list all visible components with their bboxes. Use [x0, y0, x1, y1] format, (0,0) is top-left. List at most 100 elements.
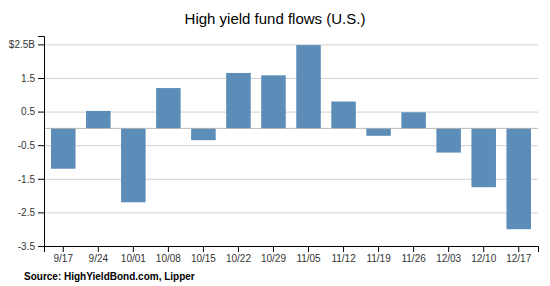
grid: [44, 45, 538, 247]
y-axis-line: [38, 37, 45, 247]
x-tick-label: 10/15: [191, 253, 216, 264]
grid-line: [44, 78, 538, 79]
x-tick-mark: [63, 246, 64, 252]
title: High yield fund flows (U.S.): [185, 10, 366, 27]
source-note: Source: HighYieldBond.com, Lipper: [24, 271, 195, 282]
y-tick-mark: [38, 78, 44, 79]
x-tick-label: 10/01: [121, 253, 146, 264]
x-tick: 11/05: [296, 246, 321, 264]
x-tick: 11/12: [331, 246, 356, 264]
chart-svg: -3.5 -2.5 -1.5 -0.5 0.5 1.5 $2.5B 9/17 9/24 10/01…: [0, 0, 550, 286]
grid-line: [44, 112, 538, 113]
x-tick-mark: [98, 246, 99, 252]
x-tick: 10/08: [156, 246, 181, 264]
x-axis-line: [45, 247, 539, 253]
grid-tick: [44, 78, 538, 79]
bar: [471, 128, 496, 187]
x-tick-label: 11/26: [401, 253, 426, 264]
y-tick-label: $2.5B: [9, 39, 35, 50]
x-tick-label: 12/03: [436, 253, 461, 264]
x-tick: 11/19: [366, 246, 391, 264]
bar: [366, 128, 391, 135]
y-tick-label: 1.5: [21, 73, 35, 84]
y-tick: -0.5: [18, 140, 44, 151]
x-tick: 9/24: [89, 246, 109, 264]
x-tick: 12/10: [471, 246, 496, 264]
plot-area: -3.5 -2.5 -1.5 -0.5 0.5 1.5 $2.5B 9/17 9/24 10/01…: [9, 37, 539, 265]
bar: [296, 45, 321, 128]
y-tick-mark: [38, 44, 44, 45]
y-tick-label: -1.5: [18, 174, 36, 185]
grid-line: [44, 212, 538, 213]
x-tick: 12/03: [436, 246, 461, 264]
y-tick: $2.5B: [9, 39, 44, 50]
x-tick-label: 11/12: [331, 253, 356, 264]
x-tick-mark: [308, 246, 309, 252]
y-tick-label: -3.5: [18, 241, 36, 252]
y-tick-mark: [38, 246, 44, 247]
x-tick-label: 11/05: [296, 253, 321, 264]
y-tick-label: 0.5: [21, 106, 35, 117]
x-tick-mark: [448, 246, 449, 252]
y-tick: 0.5: [21, 106, 44, 117]
grid-line: [44, 179, 538, 180]
grid-tick: [44, 179, 538, 180]
y-tick-mark: [38, 112, 44, 113]
y-tick-mark: [38, 179, 44, 180]
y-tick: -1.5: [18, 174, 44, 185]
y-tick-label: -2.5: [18, 207, 36, 218]
y-axis: -3.5 -2.5 -1.5 -0.5 0.5 1.5 $2.5B: [9, 37, 45, 252]
zero-line: [44, 128, 538, 129]
bar: [86, 111, 111, 128]
y-tick-label: -0.5: [18, 140, 36, 151]
x-tick-mark: [343, 246, 344, 252]
bar: [436, 128, 461, 152]
x-tick-label: 10/22: [226, 253, 251, 264]
x-tick-label: 11/19: [366, 253, 391, 264]
chart-container: -3.5 -2.5 -1.5 -0.5 0.5 1.5 $2.5B 9/17 9/24 10/01…: [0, 0, 550, 286]
x-tick: 9/17: [54, 246, 74, 264]
bar: [156, 88, 181, 128]
x-tick-mark: [168, 246, 169, 252]
x-tick: 10/01: [121, 246, 146, 264]
bar: [226, 73, 251, 128]
x-tick-mark: [378, 246, 379, 252]
x-tick-label: 9/17: [54, 253, 74, 264]
x-tick-label: 10/29: [261, 253, 286, 264]
x-tick: 11/26: [401, 246, 426, 264]
x-tick-label: 10/08: [156, 253, 181, 264]
bar: [506, 128, 531, 229]
y-tick-mark: [38, 212, 44, 213]
x-tick-mark: [413, 246, 414, 252]
x-tick: 10/15: [191, 246, 216, 264]
grid-tick: [44, 112, 538, 113]
x-tick: 10/22: [226, 246, 251, 264]
y-tick: -2.5: [18, 207, 44, 218]
x-tick-mark: [483, 246, 484, 252]
bar: [121, 128, 146, 202]
y-tick: -3.5: [18, 241, 44, 252]
bar: [401, 112, 426, 128]
x-axis: 9/17 9/24 10/01 10/08 10/15 10/22 10/29 11/05 11…: [45, 246, 539, 264]
x-tick: 12/17: [506, 246, 531, 264]
x-tick-mark: [238, 246, 239, 252]
x-tick-mark: [273, 246, 274, 252]
grid-line: [44, 145, 538, 146]
grid-tick: [44, 44, 538, 45]
bar: [261, 75, 286, 128]
grid-tick: [44, 145, 538, 146]
x-tick-mark: [133, 246, 134, 252]
x-tick-label: 12/17: [506, 253, 531, 264]
bar: [331, 102, 356, 129]
x-tick-label: 9/24: [89, 253, 109, 264]
x-tick: 10/29: [261, 246, 286, 264]
bar: [191, 128, 216, 140]
bar: [51, 128, 76, 168]
y-tick: 1.5: [21, 73, 44, 84]
grid-tick: [44, 212, 538, 213]
x-tick-label: 12/10: [471, 253, 496, 264]
x-tick-mark: [518, 246, 519, 252]
grid-line: [44, 44, 538, 45]
x-tick-mark: [203, 246, 204, 252]
y-tick-mark: [38, 145, 44, 146]
